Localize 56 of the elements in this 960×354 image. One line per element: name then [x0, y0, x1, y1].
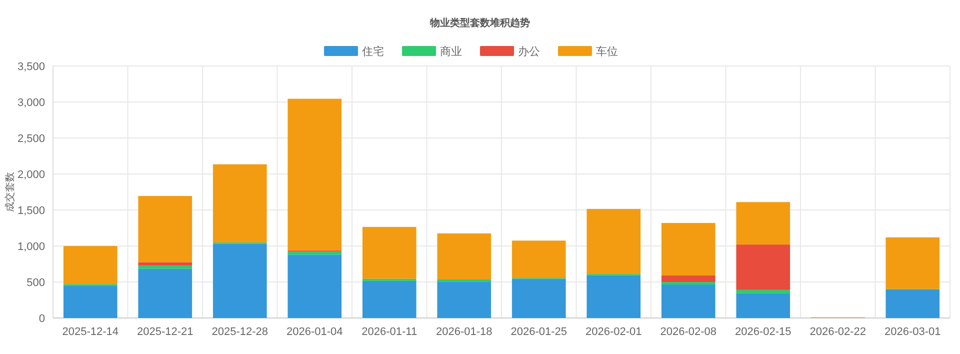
bar	[661, 284, 716, 318]
bar	[138, 262, 192, 266]
y-tick-label: 2,500	[17, 132, 45, 145]
bar	[437, 233, 492, 280]
legend-label: 办公	[518, 44, 540, 58]
bar	[736, 202, 790, 245]
x-tick-label: 2026-01-11	[362, 326, 418, 338]
bar	[212, 244, 267, 318]
chart-title: 物业类型套数堆积趋势	[429, 17, 530, 29]
y-tick-label: 1,500	[17, 204, 45, 217]
bar	[288, 251, 342, 255]
y-axis-title: 成交套数	[4, 172, 16, 212]
x-tick-label: 2025-12-28	[212, 326, 268, 338]
legend-label: 住宅	[362, 44, 384, 58]
bar	[288, 98, 342, 250]
bar	[512, 240, 566, 278]
bar	[437, 282, 492, 318]
x-tick-label: 2026-02-01	[585, 326, 642, 338]
x-tick-label: 2026-02-15	[734, 326, 792, 338]
x-tick-label: 2025-12-21	[136, 326, 194, 338]
x-tick-label: 2026-03-01	[884, 326, 941, 338]
bar	[63, 286, 118, 318]
y-tick-label: 2,000	[17, 168, 45, 181]
bar	[138, 265, 192, 269]
bar	[586, 208, 641, 274]
x-tick-label: 2025-12-14	[62, 326, 119, 338]
bar	[212, 164, 267, 242]
bar	[138, 268, 192, 318]
x-tick-label: 2026-01-04	[286, 326, 343, 338]
y-tick-label: 0	[38, 312, 45, 325]
bar	[437, 279, 492, 282]
bar	[886, 237, 940, 289]
bar	[736, 293, 790, 318]
x-tick-label: 2026-02-22	[810, 326, 866, 338]
bar	[661, 282, 716, 285]
legend-label: 商业	[440, 44, 462, 58]
bar	[586, 275, 641, 318]
x-tick-label: 2026-02-08	[660, 326, 717, 338]
bar	[362, 280, 416, 318]
y-tick-label: 1,000	[17, 240, 45, 253]
y-tick-label: 3,500	[17, 60, 45, 73]
bar	[63, 246, 118, 284]
bar	[138, 196, 192, 262]
y-tick-label: 500	[26, 276, 45, 289]
bar	[736, 290, 790, 294]
bar	[288, 254, 342, 318]
bar	[661, 222, 716, 276]
y-tick-label: 3,000	[17, 96, 45, 109]
x-tick-label: 2026-01-18	[436, 326, 492, 338]
bar	[736, 244, 790, 290]
legend-label: 车位	[596, 44, 618, 58]
bar	[362, 226, 416, 279]
bar	[661, 276, 716, 282]
bar	[886, 290, 940, 318]
x-tick-label: 2026-01-25	[510, 326, 568, 338]
bar	[512, 278, 566, 318]
